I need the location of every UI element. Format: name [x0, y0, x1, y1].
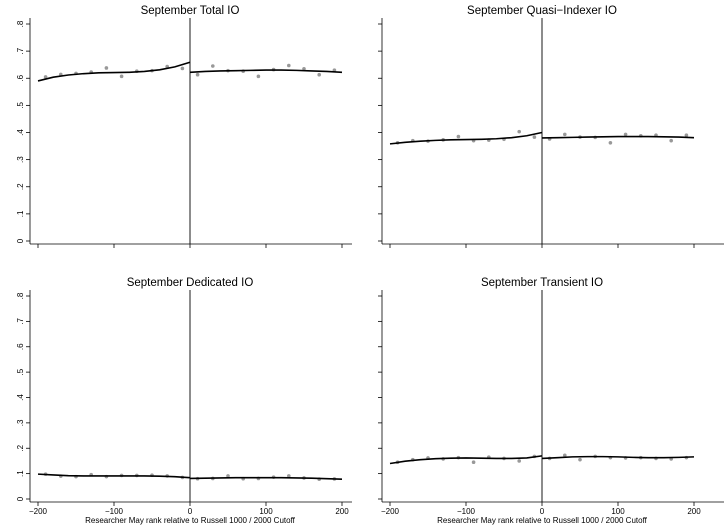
total-point — [317, 73, 321, 77]
total-point — [211, 64, 215, 68]
total-y-tick-label: .2 — [16, 183, 25, 190]
dedicated-x-tick-label: 200 — [335, 507, 349, 516]
transient-x-tick-label: 0 — [540, 507, 545, 516]
dedicated-y-tick-label: .1 — [16, 470, 25, 477]
total-y-tick-label: .7 — [16, 47, 25, 54]
transient-point — [517, 459, 521, 463]
dedicated-x-tick-label: 0 — [188, 507, 193, 516]
dedicated-y-tick-label: .4 — [16, 394, 25, 401]
total-point — [181, 67, 185, 71]
total-fit-right-line — [190, 70, 342, 72]
quasi-indexer-title: September Quasi−Indexer IO — [467, 5, 617, 17]
transient-x-label: Researcher May rank relative to Russell … — [437, 516, 648, 525]
dedicated-panel: September Dedicated IO 0 .1 .2 .3 .4 .5 .6 .7 .8 −… — [16, 277, 352, 525]
dedicated-x-tick-label: −200 — [29, 507, 48, 516]
total-y-tick-label: .3 — [16, 156, 25, 163]
dedicated-y-tick-label: .5 — [16, 368, 25, 375]
dedicated-x-tick-label: 100 — [259, 507, 273, 516]
total-y-tick-label: 0 — [16, 238, 25, 243]
transient-point — [472, 460, 476, 464]
quasi-indexer-point — [669, 139, 673, 143]
transient-fit-right-line — [542, 457, 694, 459]
dedicated-y-tick-label: .3 — [16, 419, 25, 426]
total-title: September Total IO — [141, 5, 240, 17]
total-y-tick-label: .5 — [16, 101, 25, 108]
transient-x-tick-label: −100 — [457, 507, 476, 516]
total-panel: September Total IO 0 .1 .2 .3 .4 .5 .6 .7 .8 — [16, 5, 352, 248]
quasi-indexer-fit-right-line — [542, 137, 694, 138]
total-y-tick-label: .4 — [16, 129, 25, 136]
total-point — [105, 66, 109, 70]
transient-x-tick-label: −200 — [381, 507, 400, 516]
total-point — [196, 73, 200, 77]
quasi-indexer-point — [609, 141, 613, 145]
total-y-tick-label: .8 — [16, 20, 25, 27]
total-point — [287, 64, 291, 68]
dedicated-x-tick-label: −100 — [105, 507, 124, 516]
quasi-indexer-point — [533, 135, 537, 139]
quasi-indexer-point — [457, 135, 461, 139]
dedicated-y-tick-label: .2 — [16, 444, 25, 451]
dedicated-x-label: Researcher May rank relative to Russell … — [85, 516, 296, 525]
quasi-indexer-fit-left-line — [390, 133, 542, 144]
dedicated-y-tick-label: .6 — [16, 343, 25, 350]
transient-point — [578, 458, 582, 462]
transient-panel: September Transient IO −200 −100 0 100 200 Res… — [378, 277, 724, 525]
dedicated-y-tick-label: .8 — [16, 292, 25, 299]
total-point — [257, 75, 261, 79]
quasi-indexer-point — [517, 130, 521, 134]
transient-title: September Transient IO — [481, 277, 603, 289]
transient-x-tick-label: 100 — [611, 507, 625, 516]
dedicated-y-tick-label: 0 — [16, 496, 25, 501]
quasi-indexer-point — [563, 133, 567, 137]
quasi-indexer-point — [624, 133, 628, 137]
total-point — [120, 75, 124, 79]
quasi-indexer-point — [685, 133, 689, 137]
total-y-tick-label: .1 — [16, 210, 25, 217]
dedicated-y-tick-label: .7 — [16, 317, 25, 324]
transient-x-tick-label: 200 — [687, 507, 701, 516]
quasi-indexer-panel: September Quasi−Indexer IO — [378, 5, 724, 248]
total-y-tick-label: .6 — [16, 74, 25, 81]
dedicated-title: September Dedicated IO — [127, 277, 254, 289]
